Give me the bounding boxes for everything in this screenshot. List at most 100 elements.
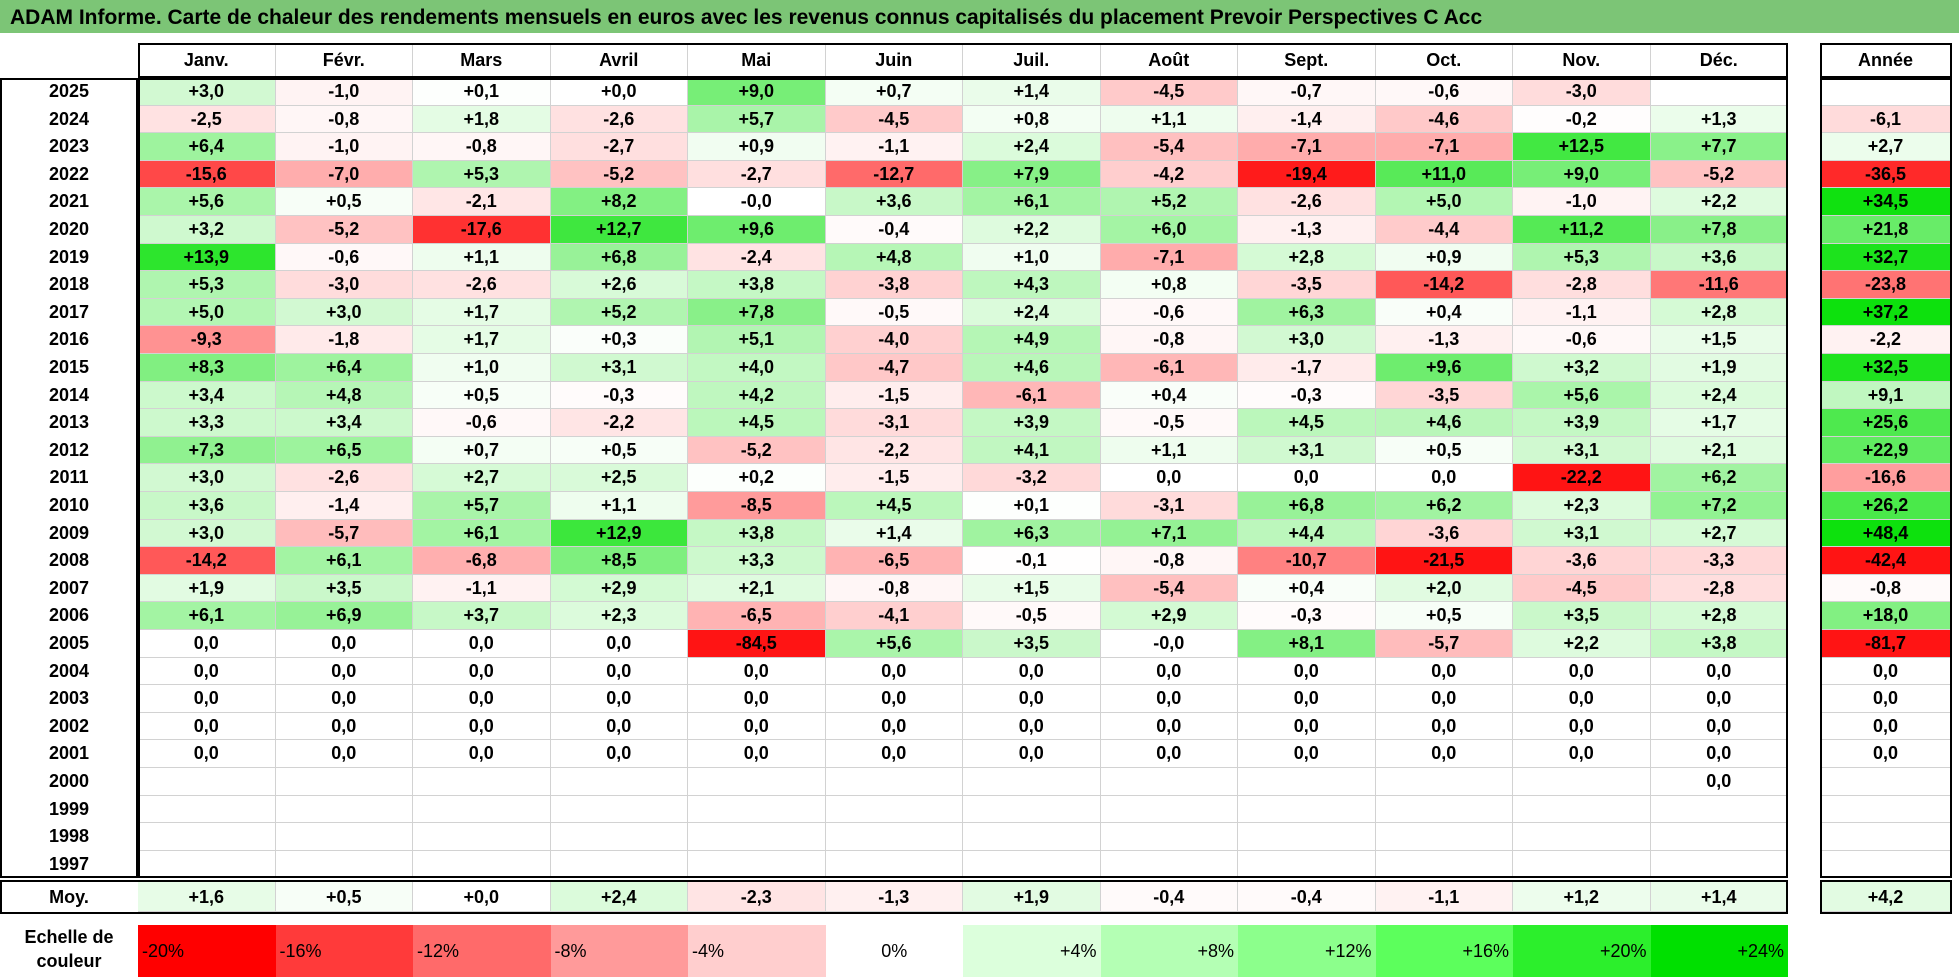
- heatmap-cell: 0,0: [275, 657, 413, 686]
- heatmap-cell: [963, 823, 1101, 851]
- heatmap-cell: -4,5: [1100, 78, 1238, 106]
- heatmap-cell: -1,1: [1513, 298, 1651, 327]
- heatmap-cell: -19,4: [1238, 160, 1376, 189]
- heatmap-cell: -2,4: [688, 243, 826, 272]
- column-header: Nov.: [1513, 43, 1651, 78]
- heatmap-cell: +3,8: [688, 519, 826, 548]
- annual-cell: -0,8: [1820, 574, 1952, 603]
- heatmap-cell: +5,2: [550, 298, 688, 327]
- heatmap-cell: +2,5: [550, 464, 688, 492]
- heatmap-cell: +12,7: [550, 216, 688, 244]
- heatmap-cell: 0,0: [1650, 685, 1788, 713]
- heatmap-cell: -4,5: [825, 105, 963, 134]
- annual-cell: +48,4: [1820, 519, 1952, 548]
- heatmap-cell: +0,7: [825, 78, 963, 106]
- heatmap-cell: +0,0: [550, 78, 688, 106]
- heatmap-cell: [275, 823, 413, 851]
- heatmap-cell: +11,0: [1375, 160, 1513, 189]
- heatmap-cell: 0,0: [138, 712, 276, 741]
- row-year-label: 2013: [48, 412, 90, 433]
- annual-cell: 0,0: [1820, 685, 1952, 713]
- heatmap-cell: [1513, 768, 1651, 796]
- heatmap-cell: -0,6: [275, 243, 413, 272]
- heatmap-cell: 0,0: [1100, 657, 1238, 686]
- heatmap-cell: -0,5: [825, 298, 963, 327]
- heatmap-cell: 0,0: [1100, 712, 1238, 741]
- row-year-label: 2010: [48, 495, 90, 515]
- row-year-label: 2006: [48, 605, 90, 626]
- heatmap-cell: 0,0: [1100, 685, 1238, 713]
- heatmap-cell: +1,5: [1650, 326, 1788, 354]
- heatmap-cell: [1375, 795, 1513, 824]
- heatmap-cell: 0,0: [275, 685, 413, 713]
- heatmap-cell: 0,0: [1513, 657, 1651, 686]
- color-scale-stop: 0%: [825, 925, 963, 977]
- heatmap-cell: +9,6: [1375, 354, 1513, 382]
- heatmap-cell: +5,7: [413, 492, 551, 520]
- heatmap-cell: -3,2: [963, 464, 1101, 492]
- average-cell: -0,4: [1238, 882, 1376, 913]
- heatmap-cell: -10,7: [1238, 547, 1376, 575]
- average-cell: +2,4: [550, 882, 688, 913]
- heatmap-cell: +2,8: [1650, 298, 1788, 327]
- heatmap-cell: +3,9: [1513, 409, 1651, 437]
- heatmap-cell: 0,0: [413, 685, 551, 713]
- heatmap-cell: +2,4: [1650, 381, 1788, 410]
- heatmap-cell: +2,3: [550, 602, 688, 630]
- annual-cell: +25,6: [1820, 409, 1952, 437]
- row-year-label: 2007: [48, 577, 90, 598]
- annual-cell: -81,7: [1820, 630, 1952, 658]
- heatmap-cell: [1513, 795, 1651, 824]
- heatmap-cell: +3,1: [1513, 519, 1651, 548]
- row-year-label: 2008: [48, 550, 90, 571]
- heatmap-cell: -12,7: [825, 160, 963, 189]
- heatmap-cell: +2,7: [413, 464, 551, 492]
- heatmap-cell: +6,8: [1238, 492, 1376, 520]
- heatmap-cell: -2,2: [825, 436, 963, 465]
- heatmap-cell: +4,6: [963, 354, 1101, 382]
- color-scale-stop: +8%: [1100, 925, 1238, 977]
- heatmap-cell: 0,0: [550, 712, 688, 741]
- heatmap-cell: [275, 850, 413, 879]
- heatmap-cell: +3,0: [138, 464, 276, 492]
- heatmap-cell: +2,7: [1650, 519, 1788, 548]
- column-header: Déc.: [1650, 43, 1788, 78]
- heatmap-cell: [550, 850, 688, 879]
- row-year-label: 2014: [48, 384, 90, 405]
- heatmap-cell: 0,0: [1375, 685, 1513, 713]
- row-year-label: 1998: [48, 826, 90, 847]
- heatmap-cell: -0,8: [1100, 326, 1238, 354]
- row-year-label: 2015: [48, 357, 90, 377]
- heatmap-cell: +2,4: [963, 298, 1101, 327]
- heatmap-cell: +0,1: [413, 78, 551, 106]
- heatmap-cell: +6,1: [138, 602, 276, 630]
- heatmap-cell: +11,2: [1513, 216, 1651, 244]
- heatmap-cell: -0,2: [1513, 105, 1651, 134]
- heatmap-cell: [688, 768, 826, 796]
- heatmap-cell: -1,8: [275, 326, 413, 354]
- row-year-label: 2018: [48, 274, 90, 295]
- heatmap-cell: +0,5: [275, 188, 413, 216]
- annual-cell: +18,0: [1820, 602, 1952, 630]
- color-scale-stop: +4%: [963, 925, 1101, 977]
- heatmap-cell: 0,0: [1375, 712, 1513, 741]
- heatmap-cell: -0,4: [825, 216, 963, 244]
- heatmap-cell: -7,1: [1375, 133, 1513, 161]
- heatmap-cell: +2,8: [1238, 243, 1376, 272]
- heatmap-cell: -1,5: [825, 381, 963, 410]
- heatmap-cell: 0,0: [1238, 712, 1376, 741]
- heatmap-cell: [825, 850, 963, 879]
- heatmap-cell: +2,3: [1513, 492, 1651, 520]
- heatmap-cell: +6,0: [1100, 216, 1238, 244]
- heatmap-cell: -4,4: [1375, 216, 1513, 244]
- heatmap-cell: +0,2: [688, 464, 826, 492]
- heatmap-cell: [138, 850, 276, 879]
- annual-cell: +21,8: [1820, 216, 1952, 244]
- heatmap-cell: -2,6: [1238, 188, 1376, 216]
- heatmap-cell: +1,4: [963, 78, 1101, 106]
- annual-cell: [1820, 823, 1952, 851]
- heatmap-cell: -6,8: [413, 547, 551, 575]
- heatmap-cell: +0,3: [550, 326, 688, 354]
- heatmap-cell: [138, 823, 276, 851]
- color-scale-stop: +12%: [1238, 925, 1376, 977]
